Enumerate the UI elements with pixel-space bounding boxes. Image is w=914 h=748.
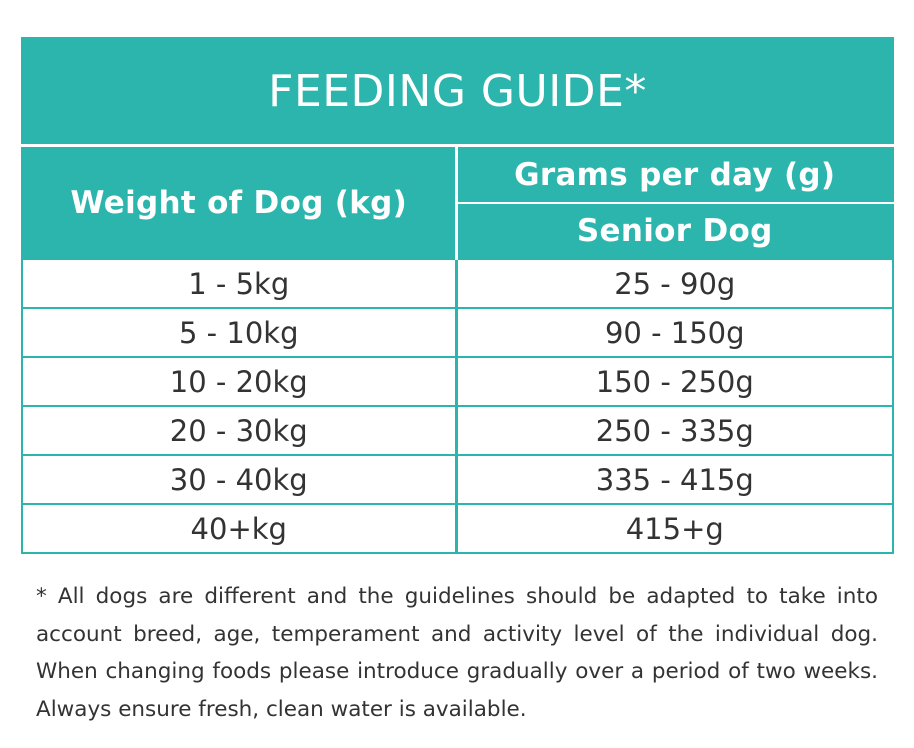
table-row: 10 - 20kg 150 - 250g [21,356,895,407]
table-row: 5 - 10kg 90 - 150g [21,307,895,358]
feeding-guide-title: FEEDING GUIDE* [20,37,895,147]
footnote: * All dogs are different and the guideli… [36,584,878,722]
table-row: 30 - 40kg 335 - 415g [21,454,895,505]
table-row: 20 - 30kg 250 - 335g [21,405,895,456]
header-row: Weight of Dog (kg) Grams per day (g) [21,145,895,260]
senior-dog-header: Senior Dog [456,203,895,260]
weight-column-header: Weight of Dog (kg) [21,145,458,260]
title-row: FEEDING GUIDE* [20,37,895,147]
table-row: 40+kg 415+g [21,503,895,554]
grams-cell: 335 - 415g [454,454,895,505]
feeding-guide-table: FEEDING GUIDE* Weight of Dog (kg) Grams … [20,37,895,554]
weight-cell: 40+kg [21,503,458,554]
grams-cell: 90 - 150g [454,307,895,358]
subheader-row: Senior Dog [22,203,895,260]
weight-cell: 30 - 40kg [21,454,458,505]
weight-cell: 5 - 10kg [21,307,458,358]
weight-cell: 20 - 30kg [21,405,458,456]
weight-cell: 1 - 5kg [21,258,458,309]
table-row: 1 - 5kg 25 - 90g [21,258,895,309]
weight-cell: 10 - 20kg [21,356,458,407]
grams-cell: 415+g [454,503,895,554]
grams-column-header: Grams per day (g) [456,145,895,204]
grams-cell: 25 - 90g [454,258,895,309]
grams-cell: 150 - 250g [454,356,895,407]
grams-cell: 250 - 335g [454,405,895,456]
